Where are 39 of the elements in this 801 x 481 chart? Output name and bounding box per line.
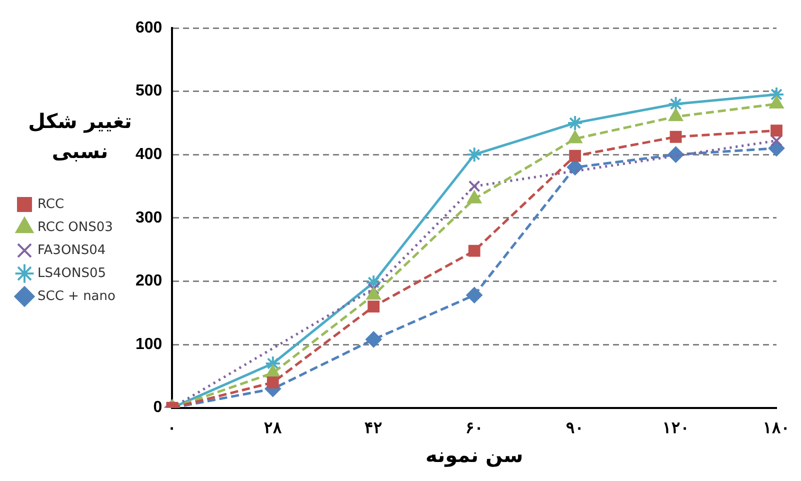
x-tick-label: ۲۸	[264, 420, 282, 437]
x-axis-title: سن نمونه	[425, 443, 524, 468]
point	[668, 108, 683, 122]
y-axis-title: تغییر شکل نسبی	[28, 109, 132, 163]
point	[366, 331, 382, 348]
point	[264, 355, 281, 372]
y-tick-label: 0	[153, 399, 162, 416]
point	[368, 300, 380, 312]
point	[466, 287, 482, 304]
point	[366, 274, 382, 290]
point	[266, 376, 279, 388]
point	[668, 96, 684, 112]
y-tick-label: 100	[135, 336, 162, 353]
point	[468, 180, 480, 192]
y-tick-label: 200	[135, 272, 162, 290]
legend-label: RCC ONS03	[38, 220, 113, 235]
point	[768, 86, 784, 102]
point	[569, 150, 581, 162]
point	[466, 146, 482, 163]
legend-label: SCC + nano	[38, 288, 116, 304]
y-tick-label: 300	[135, 209, 162, 226]
point	[468, 244, 480, 257]
y-tick-label: 600	[135, 19, 162, 36]
x-tick-label: ۰	[168, 420, 177, 437]
legend-label: FA3ONS04	[38, 242, 106, 258]
x-tick-label: ۶۰	[465, 420, 484, 437]
point	[567, 114, 584, 131]
point	[670, 130, 682, 143]
x-tick-label: ۱۸۰	[763, 420, 790, 437]
x-tick-label: ۱۲۰	[662, 420, 690, 437]
point	[668, 146, 684, 163]
x-tick-label: ۴۲	[364, 420, 383, 437]
legend-label: LS4ONS05	[38, 266, 106, 281]
y-tick-label: 500	[135, 82, 162, 100]
point	[366, 287, 381, 300]
point	[770, 124, 782, 136]
y-tick-label: 400	[135, 146, 162, 164]
legend-label: RCC	[38, 196, 64, 212]
x-tick-label: ۹۰	[566, 420, 584, 437]
